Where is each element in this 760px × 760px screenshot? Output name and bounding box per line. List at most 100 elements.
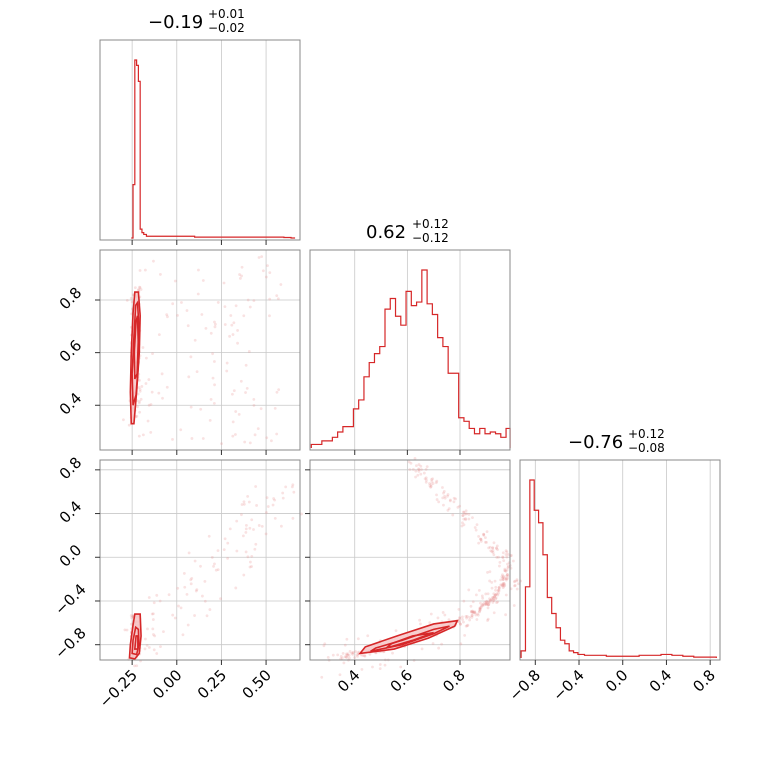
sample-point	[463, 633, 467, 637]
sample-point	[161, 396, 164, 400]
sample-point	[460, 615, 464, 619]
sample-point	[356, 652, 360, 656]
sample-point	[488, 570, 492, 574]
sample-point	[436, 616, 440, 620]
sample-point	[273, 517, 277, 520]
sample-point	[512, 604, 516, 607]
sample-point	[162, 630, 165, 634]
x-tick-label-param-2: 0.8	[689, 666, 719, 696]
sample-point	[503, 583, 507, 587]
sample-point	[480, 594, 484, 598]
sample-point	[473, 526, 477, 529]
sample-point	[351, 650, 355, 654]
sample-point	[441, 496, 445, 500]
sample-point	[130, 300, 134, 304]
sample-point	[272, 497, 276, 500]
sample-point	[275, 432, 279, 436]
sample-point	[442, 491, 445, 495]
sample-point	[446, 493, 450, 496]
sample-point	[244, 391, 247, 394]
sample-point	[429, 483, 433, 486]
sample-point	[157, 391, 161, 395]
sample-point	[231, 434, 235, 438]
sample-point	[291, 483, 295, 487]
sample-point	[216, 549, 220, 553]
sample-point	[147, 378, 151, 381]
sample-point	[138, 388, 142, 391]
sample-point	[228, 527, 232, 531]
sample-point	[491, 596, 495, 600]
sample-point	[488, 599, 492, 603]
sample-point	[446, 508, 450, 512]
sample-point	[277, 388, 281, 392]
sample-point	[490, 586, 494, 590]
sample-point	[138, 378, 141, 382]
sample-point	[242, 502, 246, 506]
sample-point	[506, 562, 509, 566]
contour-core-0-1	[133, 315, 140, 380]
sample-point	[454, 497, 457, 501]
title-upper-param-1: +0.12	[412, 217, 449, 231]
sample-point	[509, 554, 513, 557]
sample-point	[435, 498, 439, 501]
sample-point	[211, 352, 214, 356]
sample-point	[152, 633, 155, 636]
sample-point	[149, 430, 153, 434]
sample-point	[155, 652, 159, 655]
sample-point	[452, 496, 456, 500]
sample-point	[336, 653, 340, 657]
sample-point	[363, 654, 366, 658]
sample-point	[442, 489, 446, 493]
sample-point	[485, 599, 489, 603]
sample-point	[160, 372, 164, 376]
sample-point	[481, 604, 485, 608]
sample-point	[491, 551, 495, 554]
sample-point	[458, 616, 462, 620]
sample-point	[345, 637, 349, 641]
sample-point	[468, 616, 471, 619]
sample-point	[502, 582, 506, 586]
sample-point	[322, 644, 326, 648]
contour-outer-0-1	[129, 291, 141, 425]
sample-point	[214, 568, 218, 572]
sample-point	[260, 524, 264, 528]
sample-point	[435, 493, 438, 497]
sample-point	[246, 555, 250, 559]
sample-point	[185, 309, 189, 312]
sample-point	[504, 593, 508, 597]
sample-point	[422, 471, 426, 475]
sample-point	[484, 602, 488, 606]
sample-point	[347, 656, 351, 660]
sample-point	[129, 622, 133, 626]
sample-point	[342, 661, 346, 665]
sample-point	[383, 663, 387, 667]
sample-point	[479, 601, 482, 605]
sample-point	[232, 321, 236, 325]
sample-point	[461, 514, 465, 517]
sample-point	[501, 573, 504, 577]
sample-point	[484, 600, 488, 604]
sample-point	[506, 574, 510, 578]
sample-point	[471, 609, 474, 613]
sample-point	[151, 612, 155, 616]
sample-point	[478, 608, 482, 612]
sample-point	[506, 576, 510, 580]
sample-point	[464, 509, 468, 513]
sample-point	[500, 583, 504, 587]
sample-point	[492, 541, 496, 545]
title-lower-param-1: −0.12	[412, 231, 449, 245]
sample-point	[428, 482, 431, 485]
sample-point	[473, 610, 477, 614]
sample-point	[187, 551, 191, 555]
sample-point	[259, 407, 263, 411]
sample-point	[141, 433, 145, 437]
sample-point	[469, 610, 473, 614]
sample-point	[464, 615, 468, 618]
sample-point	[150, 390, 154, 394]
sample-point	[501, 578, 505, 581]
sample-point	[216, 568, 220, 572]
sample-point	[494, 593, 497, 597]
sample-point	[247, 500, 251, 504]
sample-point	[300, 512, 303, 516]
sample-point	[180, 301, 183, 304]
